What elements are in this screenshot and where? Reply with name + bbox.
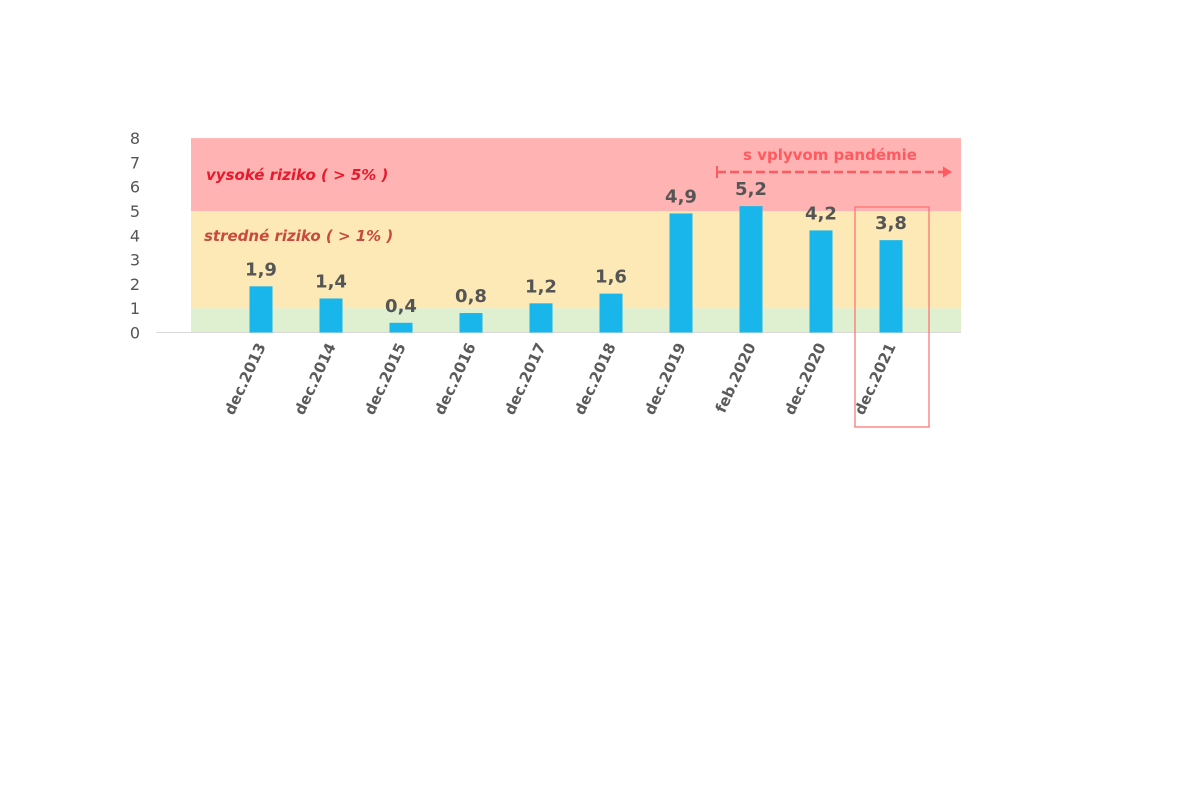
bar-dec.2018 bbox=[599, 293, 623, 333]
x-tick-label: dec.2019 bbox=[641, 340, 690, 418]
bar-dec.2017 bbox=[529, 303, 553, 333]
data-labels: 1,9 1,4 0,4 0,8 1,2 1,6 4,9 5,2 4,2 3,8 bbox=[245, 179, 907, 317]
zone-band-1 bbox=[191, 211, 961, 309]
data-label: 1,9 bbox=[245, 259, 277, 280]
bar-dec.2013 bbox=[249, 286, 273, 333]
y-tick-label: 8 bbox=[130, 129, 140, 148]
data-label: 3,8 bbox=[875, 213, 907, 234]
pandemic-annotation: s vplyvom pandémie bbox=[716, 146, 952, 178]
bars bbox=[249, 206, 903, 333]
data-label: 0,4 bbox=[385, 296, 417, 317]
bar-feb.2020 bbox=[739, 206, 763, 333]
y-tick-label: 3 bbox=[130, 251, 140, 270]
zone-band-2 bbox=[191, 138, 961, 211]
bar-dec.2016 bbox=[459, 313, 483, 333]
bar-dec.2020 bbox=[809, 230, 833, 333]
bar-dec.2021 bbox=[879, 240, 903, 333]
x-tick-label: feb.2020 bbox=[712, 340, 760, 415]
bar-dec.2015 bbox=[389, 322, 413, 333]
y-tick-label: 1 bbox=[130, 299, 140, 318]
y-tick-label: 6 bbox=[130, 178, 140, 197]
data-label: 4,9 bbox=[665, 186, 697, 207]
x-tick-label: dec.2016 bbox=[431, 340, 480, 418]
data-label: 1,4 bbox=[315, 271, 347, 292]
bar-dec.2019 bbox=[669, 213, 693, 333]
highlight-box-dec-2021 bbox=[854, 206, 930, 428]
pandemic-label: s vplyvom pandémie bbox=[743, 146, 917, 164]
y-tick-label: 2 bbox=[130, 275, 140, 294]
x-tick-label: dec.2013 bbox=[221, 340, 270, 418]
medium-risk-zone-label: stredné riziko ( > 1% ) bbox=[204, 227, 393, 245]
data-label: 1,6 bbox=[595, 267, 627, 288]
y-tick-label: 0 bbox=[130, 324, 140, 343]
data-label: 4,2 bbox=[805, 203, 837, 224]
y-tick-label: 4 bbox=[130, 226, 140, 245]
risk-zones bbox=[191, 138, 961, 333]
x-axis: dec.2013 dec.2014 dec.2015 dec.2016 dec.2017… bbox=[221, 340, 900, 418]
data-label: 5,2 bbox=[735, 179, 767, 200]
y-tick-label: 7 bbox=[130, 153, 140, 172]
zone-band-0 bbox=[191, 308, 961, 333]
high-risk-zone-label: vysoké riziko ( > 5% ) bbox=[206, 166, 388, 184]
x-tick-label: dec.2017 bbox=[501, 340, 550, 418]
data-label: 1,2 bbox=[525, 276, 557, 297]
x-tick-label: dec.2021 bbox=[851, 340, 900, 418]
pandemic-arrow-head bbox=[943, 166, 952, 178]
x-tick-label: dec.2015 bbox=[361, 340, 410, 418]
x-tick-label: dec.2020 bbox=[781, 340, 830, 418]
bar-dec.2014 bbox=[319, 298, 343, 333]
x-tick-label: dec.2014 bbox=[291, 340, 340, 418]
x-tick-label: dec.2018 bbox=[571, 340, 620, 418]
y-tick-label: 5 bbox=[130, 202, 140, 221]
y-axis: 0 1 2 3 4 5 6 7 8 bbox=[130, 129, 140, 342]
data-label: 0,8 bbox=[455, 286, 487, 307]
